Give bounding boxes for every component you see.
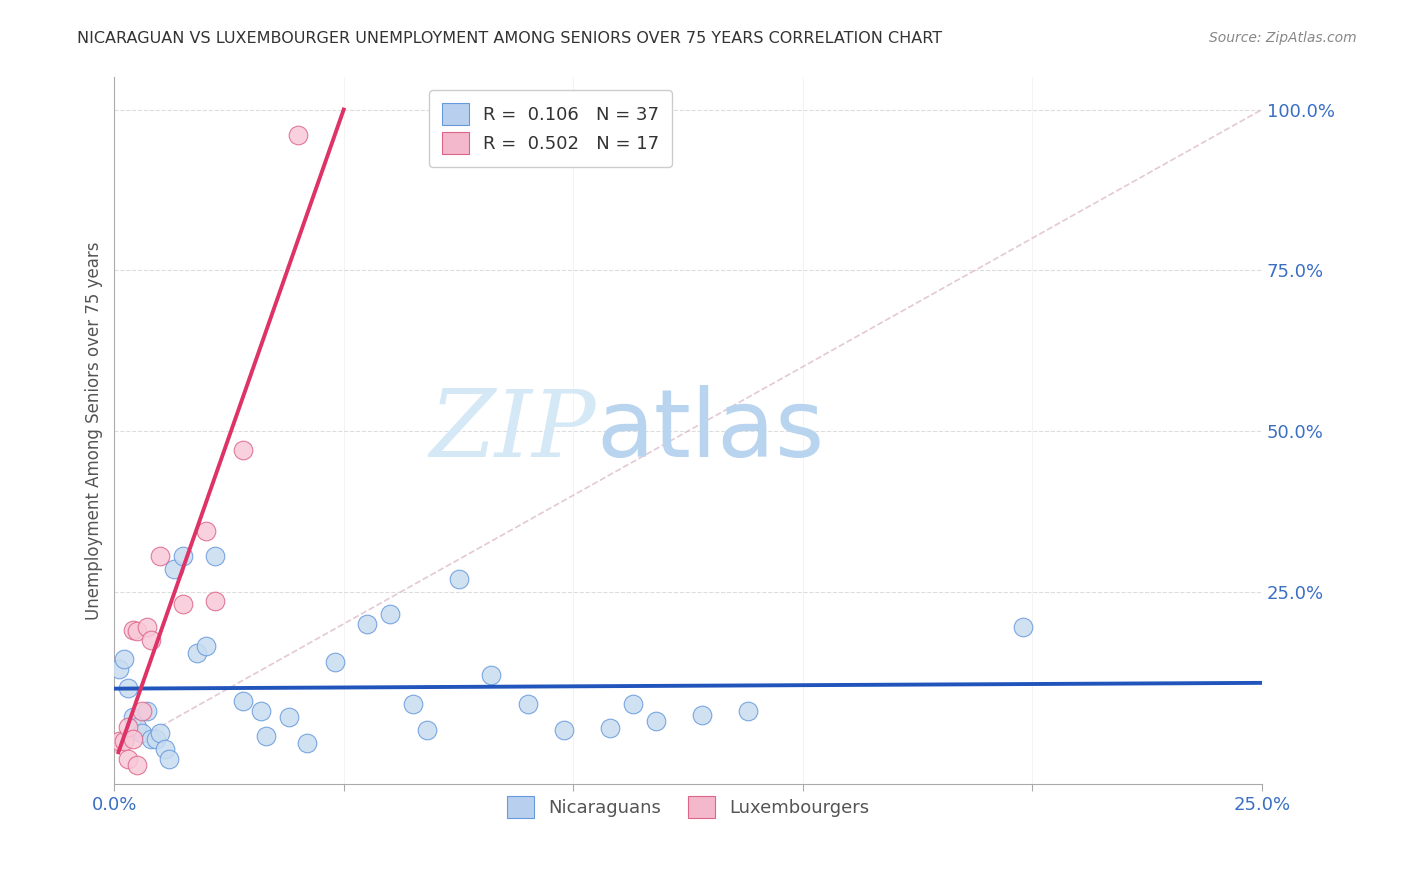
Point <box>378 607 401 621</box>
Point <box>117 720 139 734</box>
Point <box>254 729 277 743</box>
Point <box>131 726 153 740</box>
Point <box>135 704 157 718</box>
Point <box>599 721 621 735</box>
Point <box>186 646 208 660</box>
Point <box>232 694 254 708</box>
Point <box>117 752 139 766</box>
Point <box>131 704 153 718</box>
Point <box>621 697 644 711</box>
Point <box>135 620 157 634</box>
Point <box>323 656 346 670</box>
Point <box>250 704 273 718</box>
Point <box>127 758 149 772</box>
Text: NICARAGUAN VS LUXEMBOURGER UNEMPLOYMENT AMONG SENIORS OVER 75 YEARS CORRELATION : NICARAGUAN VS LUXEMBOURGER UNEMPLOYMENT … <box>77 31 942 46</box>
Point <box>117 681 139 695</box>
Point <box>149 549 172 564</box>
Point <box>127 624 149 639</box>
Point <box>145 732 167 747</box>
Point <box>232 443 254 458</box>
Point <box>1012 620 1035 634</box>
Point <box>277 710 299 724</box>
Point <box>172 549 194 564</box>
Point <box>204 594 226 608</box>
Point <box>645 714 668 729</box>
Point <box>402 697 425 711</box>
Point <box>121 710 143 724</box>
Text: Source: ZipAtlas.com: Source: ZipAtlas.com <box>1209 31 1357 45</box>
Point <box>121 623 143 637</box>
Point <box>108 733 131 747</box>
Point <box>195 524 218 538</box>
Legend: Nicaraguans, Luxembourgers: Nicaraguans, Luxembourgers <box>499 789 877 825</box>
Point <box>447 572 470 586</box>
Point <box>516 697 538 711</box>
Point <box>479 668 502 682</box>
Point <box>112 652 135 666</box>
Point <box>295 736 318 750</box>
Point <box>287 128 309 143</box>
Point <box>204 549 226 564</box>
Text: ZIP: ZIP <box>430 386 596 476</box>
Point <box>356 616 378 631</box>
Point <box>195 639 218 653</box>
Point <box>163 562 186 576</box>
Point <box>159 752 181 766</box>
Point <box>737 704 759 718</box>
Point <box>108 662 131 676</box>
Point <box>690 708 713 723</box>
Point <box>153 742 176 756</box>
Point <box>127 720 149 734</box>
Point <box>553 723 575 737</box>
Point <box>139 732 162 747</box>
Point <box>121 732 143 747</box>
Point <box>149 726 172 740</box>
Point <box>112 733 135 747</box>
Text: atlas: atlas <box>596 385 824 477</box>
Y-axis label: Unemployment Among Seniors over 75 years: Unemployment Among Seniors over 75 years <box>86 242 103 620</box>
Point <box>139 632 162 647</box>
Point <box>415 723 437 737</box>
Point <box>172 598 194 612</box>
